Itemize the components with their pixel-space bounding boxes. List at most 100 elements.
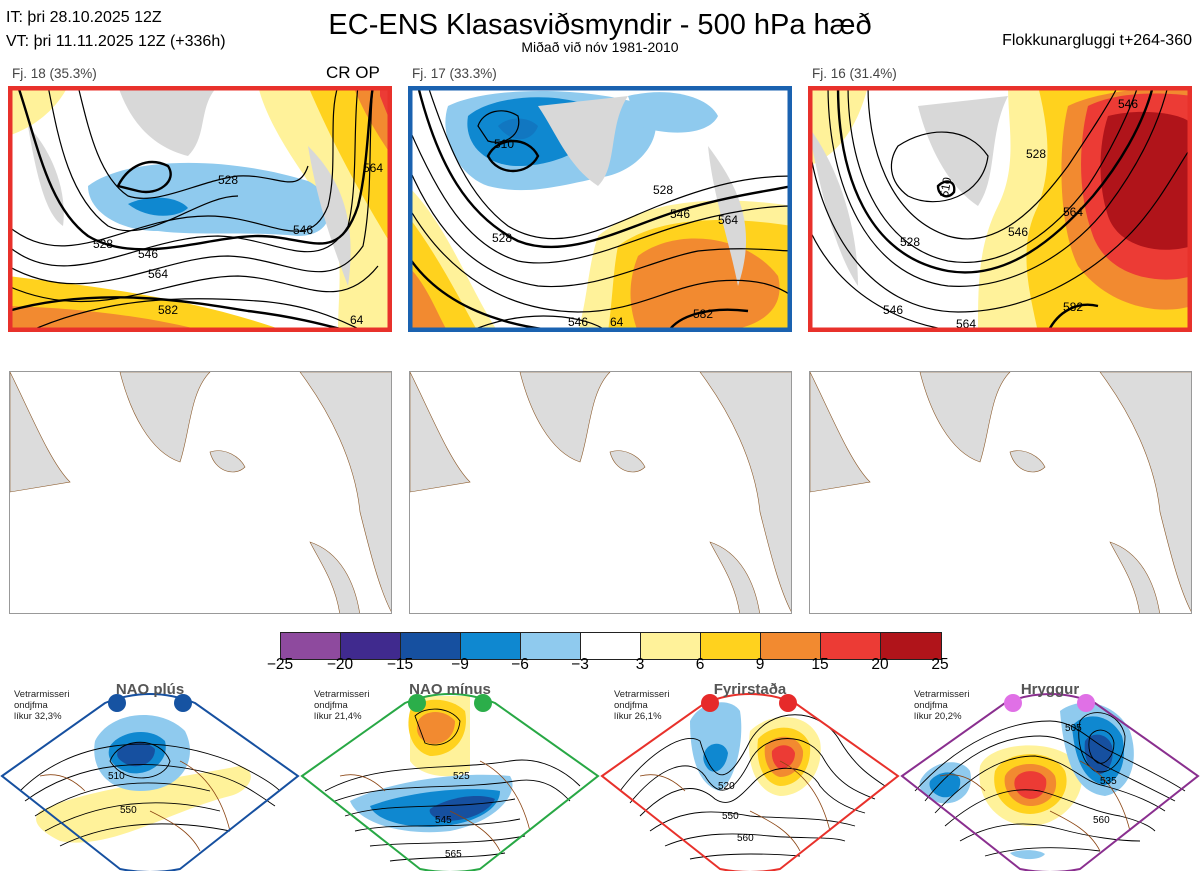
colorbar-tick: −3 <box>571 656 589 673</box>
regime-info: Vetrarmisseri ondjfma líkur 32,3% <box>14 689 69 722</box>
contour-label: 545 <box>435 815 452 826</box>
cluster-1-map: 528 546 564 582 528 546 564 64 <box>8 86 392 332</box>
cluster-2-frame <box>408 86 792 332</box>
regime-info-line: ondjfma <box>14 700 48 711</box>
colorbar-tick: −15 <box>386 656 414 673</box>
colorbar-segment <box>760 632 821 660</box>
empty-map-3 <box>809 371 1192 614</box>
contour-label: 64 <box>610 315 624 329</box>
contour-label: 510 <box>108 771 125 782</box>
regime-dot-icon <box>408 694 426 712</box>
initial-time: IT: þri 28.10.2025 12Z <box>6 9 162 26</box>
cluster-1-op-label: CR OP <box>326 63 380 82</box>
regime-title: Hryggur <box>1020 681 1080 698</box>
regime-info-line: Vetrarmisseri <box>614 689 670 700</box>
regime-title: NAO mínus <box>409 681 491 698</box>
contour-label: 564 <box>363 161 383 175</box>
colorbar-segment <box>820 632 881 660</box>
regime-dot-icon <box>474 694 492 712</box>
regime-info-line: líkur 21,4% <box>314 711 362 722</box>
contour-label: 564 <box>148 267 168 281</box>
contour-label: 546 <box>293 223 313 237</box>
regime-info-line: ondjfma <box>314 700 348 711</box>
regime-dot-icon <box>701 694 719 712</box>
contour-label: 546 <box>883 303 903 317</box>
contour-label: 520 <box>718 781 735 792</box>
cluster-2-map: 510 528 546 564 528 582 546 64 <box>408 86 792 332</box>
contour-label: 565 <box>445 849 462 860</box>
colorbar-tick: −20 <box>326 656 354 673</box>
colorbar-tick: 9 <box>755 656 765 673</box>
regime-info-line: líkur 32,3% <box>14 711 62 722</box>
regime-nao-minus: Vetrarmisseri ondjfma líkur 21,4% 525 54… <box>300 681 600 871</box>
empty-map-1 <box>9 371 392 614</box>
contour-label: 64 <box>350 313 364 327</box>
regime-dot-icon <box>1004 694 1022 712</box>
colorbar-segment <box>340 632 401 660</box>
colorbar-tick: −6 <box>511 656 529 673</box>
valid-time: VT: þri 11.11.2025 12Z (+336h) <box>6 33 226 50</box>
cluster-3-map: 546 528 510 528 546 564 582 546 564 <box>808 86 1192 332</box>
regime-dot-icon <box>1077 694 1095 712</box>
contour-label: 546 <box>1008 225 1028 239</box>
colorbar-tick: −25 <box>266 656 294 673</box>
page-title: EC-ENS Klasasviðsmyndir - 500 hPa hæð <box>328 9 872 41</box>
regime-info: Vetrarmisseri ondjfma líkur 21,4% <box>314 689 369 722</box>
colorbar-segment <box>640 632 701 660</box>
contour-label: 528 <box>1026 147 1046 161</box>
contour-label: 560 <box>737 833 754 844</box>
contour-label: 564 <box>1063 205 1083 219</box>
regime-info-line: ondjfma <box>614 700 648 711</box>
contour-label: 550 <box>120 805 137 816</box>
regime-info-line: líkur 26,1% <box>614 711 662 722</box>
regime-title: NAO plús <box>115 681 185 698</box>
regime-nao-plus: Vetrarmisseri ondjfma líkur 32,3% 510 55… <box>0 681 300 871</box>
regime-dot-icon <box>108 694 126 712</box>
header-left: IT: þri 28.10.2025 12Z VT: þri 11.11.202… <box>6 6 226 54</box>
page-subtitle: Miðað við nóv 1981-2010 <box>521 39 679 55</box>
cluster-1-label: Fj. 18 (35.3%) <box>12 66 97 81</box>
contour-label: 505 <box>1065 723 1082 734</box>
regime-title: Fyrirstaða <box>713 681 787 698</box>
regime-info-line: Vetrarmisseri <box>14 689 70 700</box>
cluster-2-label: Fj. 17 (33.3%) <box>412 66 497 81</box>
regime-ridge: Vetrarmisseri ondjfma líkur 20,2% 505 <box>900 681 1200 871</box>
empty-map-2 <box>409 371 792 614</box>
regime-dot-icon <box>779 694 797 712</box>
contour-label: 525 <box>453 771 470 782</box>
contour-label: 528 <box>492 231 512 245</box>
contour-label: 546 <box>670 207 690 221</box>
regime-info: Vetrarmisseri ondjfma líkur 26,1% <box>614 689 669 722</box>
contour-label: 528 <box>653 183 673 197</box>
cluster-3-frame <box>808 86 1192 332</box>
regime-info-line: Vetrarmisseri <box>314 689 370 700</box>
contour-label: 582 <box>693 307 713 321</box>
contour-label: 564 <box>718 213 738 227</box>
colorbar-tick: 20 <box>871 656 889 673</box>
regime-blocking: Vetrarmisseri ondjfma líkur 26,1% 520 55… <box>600 681 900 871</box>
colorbar-segment <box>520 632 581 660</box>
regime-info-line: Vetrarmisseri <box>914 689 970 700</box>
contour-label: 528 <box>218 173 238 187</box>
colorbar-tick: 15 <box>811 656 829 673</box>
contour-label: 550 <box>722 811 739 822</box>
cluster-3-label: Fj. 16 (31.4%) <box>812 66 897 81</box>
contour-label: 535 <box>1100 776 1117 787</box>
contour-label: 546 <box>1118 97 1138 111</box>
contour-label: 546 <box>568 315 588 329</box>
regime-info: Vetrarmisseri ondjfma líkur 20,2% <box>914 689 969 722</box>
regime-info-line: ondjfma <box>914 700 948 711</box>
regime-dot-icon <box>174 694 192 712</box>
contour-label: 528 <box>93 237 113 251</box>
classification-window: Flokkunargluggi t+264-360 <box>1002 32 1192 49</box>
colorbar-segment <box>880 632 942 660</box>
contour-label: 528 <box>900 235 920 249</box>
contour-label: 582 <box>158 303 178 317</box>
cluster-1-frame <box>8 86 392 332</box>
colorbar-segment <box>280 632 341 660</box>
contour-label: 546 <box>138 247 158 261</box>
colorbar-tick: −9 <box>451 656 469 673</box>
colorbar-tick: 6 <box>695 656 705 673</box>
contour-label: 510 <box>937 176 954 198</box>
contour-label: 510 <box>494 137 514 151</box>
